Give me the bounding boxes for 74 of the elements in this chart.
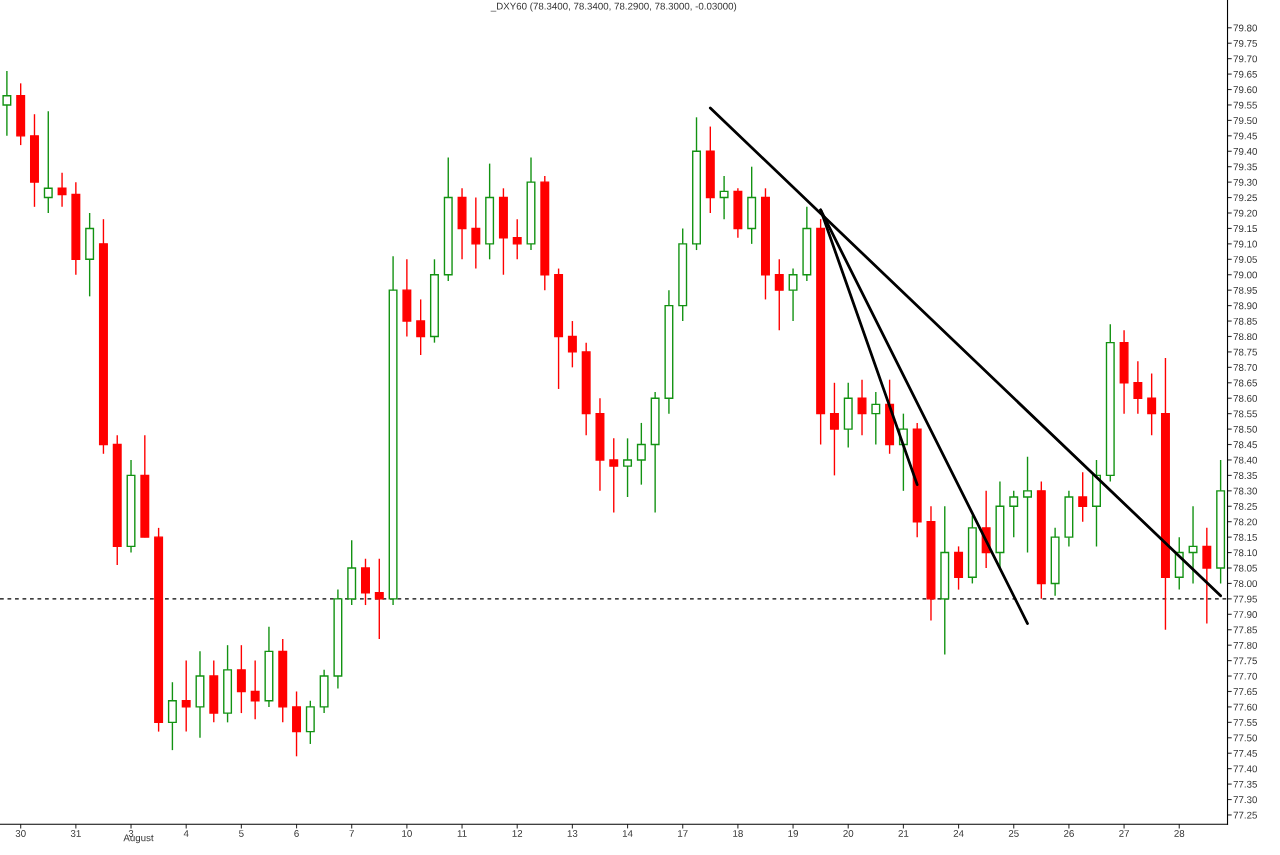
y-tick-label: 78.40 xyxy=(1233,456,1258,464)
y-tick-label: 77.45 xyxy=(1233,750,1257,757)
y-tick-label: 79.50 xyxy=(1233,117,1258,125)
y-tick-label: 77.70 xyxy=(1233,672,1258,680)
y-tick-label: 79.25 xyxy=(1233,194,1257,202)
x-tick-label: 30 xyxy=(15,830,26,837)
x-tick-label: 7 xyxy=(349,830,354,837)
y-tick-label: 79.35 xyxy=(1233,163,1257,171)
y-tick-label: 78.10 xyxy=(1233,549,1258,557)
x-tick-label: 25 xyxy=(1008,830,1019,837)
x-tick-label: 13 xyxy=(567,830,578,837)
y-tick-label: 79.10 xyxy=(1233,240,1258,248)
x-tick-label: 12 xyxy=(512,830,523,837)
y-tick-label: 78.15 xyxy=(1233,533,1257,541)
x-tick-label: 28 xyxy=(1174,830,1185,837)
x-tick-label: 21 xyxy=(898,830,909,837)
y-tick-label: 78.50 xyxy=(1233,425,1258,433)
x-tick-label: 18 xyxy=(733,830,743,837)
y-tick-label: 78.80 xyxy=(1233,333,1258,341)
y-tick-label: 78.30 xyxy=(1233,487,1258,495)
y-tick-label: 78.25 xyxy=(1233,503,1257,510)
y-tick-label: 79.00 xyxy=(1233,271,1258,279)
y-tick-label: 78.65 xyxy=(1233,379,1257,387)
x-tick-label: 10 xyxy=(402,830,412,837)
y-tick-label: 79.15 xyxy=(1233,225,1257,233)
y-tick-label: 77.65 xyxy=(1233,688,1257,696)
y-tick-label: 79.80 xyxy=(1233,24,1258,32)
y-tick-label: 78.55 xyxy=(1233,410,1257,418)
y-tick-label: 78.90 xyxy=(1233,302,1258,310)
y-tick-label: 77.75 xyxy=(1233,657,1257,665)
x-tick-label: 4 xyxy=(183,830,189,837)
y-tick-label: 78.70 xyxy=(1233,364,1258,371)
y-tick-label: 79.40 xyxy=(1233,148,1258,155)
x-tick-label: 24 xyxy=(953,830,964,837)
y-tick-label: 77.80 xyxy=(1233,641,1258,649)
y-tick-label: 79.60 xyxy=(1233,86,1258,94)
x-tick-label: 27 xyxy=(1119,830,1129,837)
x-tick-label: 17 xyxy=(678,830,688,837)
chart-title: _DXY60 (78.3400, 78.3400, 78.2900, 78.3000, -0.03000) xyxy=(490,2,737,12)
y-tick-label: 79.05 xyxy=(1233,256,1257,263)
y-tick-label: 78.20 xyxy=(1233,518,1258,526)
x-tick-label: 20 xyxy=(843,830,854,837)
y-tick-label: 77.85 xyxy=(1233,626,1257,634)
y-tick-label: 79.55 xyxy=(1233,101,1257,109)
y-tick-label: 79.30 xyxy=(1233,178,1258,186)
x-tick-label: 19 xyxy=(788,830,799,837)
y-tick-label: 77.35 xyxy=(1233,780,1257,788)
y-tick-label: 79.20 xyxy=(1233,209,1258,217)
x-tick-label: 5 xyxy=(239,830,244,837)
y-tick-label: 79.70 xyxy=(1233,55,1258,63)
y-tick-label: 77.90 xyxy=(1233,611,1258,618)
y-tick-label: 78.45 xyxy=(1233,441,1257,449)
y-tick-label: 79.45 xyxy=(1233,132,1257,140)
y-tick-label: 79.65 xyxy=(1233,70,1257,78)
y-tick-label: 78.60 xyxy=(1233,394,1258,402)
y-tick-label: 79.75 xyxy=(1233,39,1257,47)
y-tick-label: 78.75 xyxy=(1233,348,1257,356)
x-tick-label: 11 xyxy=(457,830,467,837)
y-tick-label: 77.30 xyxy=(1233,796,1258,804)
x-tick-label: 14 xyxy=(622,830,633,837)
y-tick-label: 77.55 xyxy=(1233,719,1257,726)
y-tick-label: 77.40 xyxy=(1233,765,1258,773)
y-tick-label: 77.50 xyxy=(1233,734,1258,742)
y-tick-label: 77.60 xyxy=(1233,703,1258,711)
y-tick-label: 78.05 xyxy=(1233,564,1257,572)
y-tick-label: 78.85 xyxy=(1233,317,1257,325)
y-tick-label: 77.95 xyxy=(1233,595,1257,603)
x-tick-label: 6 xyxy=(294,830,299,837)
y-tick-label: 78.00 xyxy=(1233,580,1258,588)
y-tick-label: 77.25 xyxy=(1233,811,1257,819)
y-tick-label: 78.35 xyxy=(1233,472,1257,480)
x-tick-label: 31 xyxy=(70,830,81,837)
x-tick-label: 26 xyxy=(1063,830,1074,837)
y-tick-label: 78.95 xyxy=(1233,286,1257,294)
